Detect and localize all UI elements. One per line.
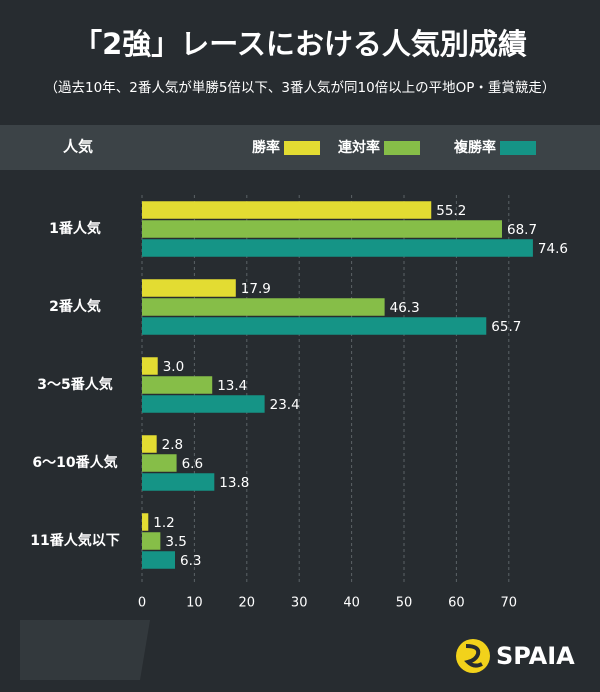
y-axis-label: 人気: [63, 138, 93, 156]
bar: [142, 454, 177, 472]
value-label: 3.0: [163, 359, 184, 375]
bar: [142, 317, 487, 335]
legend-label: 連対率: [338, 139, 380, 156]
y-tick-label: 6～10番人気: [32, 454, 117, 471]
legend-label: 複勝率: [453, 139, 496, 156]
logo-text: SPAIA: [496, 642, 575, 670]
x-tick-label: 50: [396, 596, 413, 611]
bar: [142, 279, 236, 297]
chart-subtitle: （過去10年、2番人気が単勝5倍以下、3番人気が同10倍以上の平地OP・重賞競走…: [45, 80, 556, 96]
x-tick-label: 60: [448, 596, 465, 611]
value-label: 13.4: [217, 378, 247, 394]
bar: [142, 220, 502, 238]
decoration: [20, 620, 150, 680]
value-label: 68.7: [507, 222, 537, 238]
value-label: 6.6: [182, 456, 203, 472]
logo: SPAIA: [456, 639, 575, 673]
bar: [142, 395, 265, 413]
x-tick-label: 40: [343, 596, 360, 611]
x-tick-label: 70: [501, 596, 518, 611]
value-label: 13.8: [219, 475, 249, 491]
x-tick-label: 30: [291, 596, 308, 611]
bar: [142, 435, 157, 453]
y-tick-label: 2番人気: [49, 298, 101, 315]
value-label: 55.2: [436, 203, 466, 219]
bar: [142, 473, 215, 491]
legend-swatch: [284, 141, 320, 155]
y-tick-label: 1番人気: [49, 220, 101, 237]
value-label: 23.4: [270, 397, 300, 413]
value-label: 17.9: [241, 281, 271, 297]
value-label: 46.3: [390, 300, 420, 316]
bar: [142, 239, 533, 257]
logo-icon: [456, 639, 490, 673]
value-label: 1.2: [153, 515, 174, 531]
x-tick-label: 20: [239, 596, 256, 611]
bar: [142, 357, 158, 375]
logo-icon-mark: [464, 644, 483, 668]
x-tick-label: 10: [186, 596, 203, 611]
value-label: 6.3: [180, 553, 201, 569]
x-tick-label: 0: [138, 596, 146, 611]
bar: [142, 298, 385, 316]
y-tick-label: 11番人気以下: [30, 532, 119, 549]
bar: [142, 376, 213, 394]
y-tick-label: 3～5番人気: [37, 376, 112, 393]
value-label: 74.6: [538, 241, 568, 257]
bar: [142, 513, 149, 531]
legend-swatch: [384, 141, 420, 155]
bar: [142, 201, 432, 219]
legend-label: 勝率: [252, 139, 280, 156]
value-label: 65.7: [491, 319, 521, 335]
legend-swatch: [500, 141, 536, 155]
bar: [142, 551, 176, 569]
value-label: 2.8: [162, 437, 183, 453]
value-label: 3.5: [165, 534, 186, 550]
chart-title: 「2強」レースにおける人気別成績: [73, 27, 527, 61]
bar: [142, 532, 161, 550]
